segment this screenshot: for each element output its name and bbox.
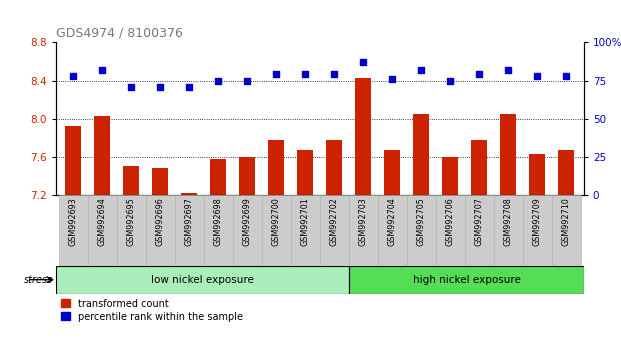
Text: GSM992703: GSM992703 [359,197,368,246]
Bar [291,195,320,266]
Bar [558,150,574,195]
Point [97,67,107,73]
Bar [239,156,255,195]
Bar [65,126,81,195]
Point [388,76,397,82]
Point [445,78,455,84]
Bar [117,195,145,266]
Bar [124,166,139,195]
Bar [552,195,581,266]
Text: GSM992704: GSM992704 [388,197,397,246]
Point [68,73,78,79]
Bar [378,195,407,266]
Bar [407,195,435,266]
Bar [327,141,342,195]
Legend: transformed count, percentile rank within the sample: transformed count, percentile rank withi… [61,299,243,321]
Point [561,73,571,79]
Bar [56,266,349,294]
Bar [94,116,111,195]
Point [242,78,252,84]
Point [271,72,281,77]
Point [532,73,542,79]
Text: low nickel exposure: low nickel exposure [151,275,254,285]
Bar [211,160,226,195]
Bar [204,195,232,266]
Bar [436,195,465,266]
Bar [494,195,522,266]
Text: GSM992701: GSM992701 [301,197,310,246]
Bar [384,150,401,195]
Bar [297,150,313,195]
Bar [349,266,584,294]
Point [358,59,368,65]
Text: high nickel exposure: high nickel exposure [412,275,520,285]
Bar [501,114,516,195]
Bar [442,156,458,195]
Bar [88,195,117,266]
Text: GSM992700: GSM992700 [272,197,281,246]
Text: GSM992708: GSM992708 [504,197,513,246]
Point [504,67,514,73]
Text: GSM992693: GSM992693 [69,197,78,246]
Text: GSM992697: GSM992697 [185,197,194,246]
Text: GSM992707: GSM992707 [475,197,484,246]
Text: GSM992695: GSM992695 [127,197,136,246]
Bar [320,195,348,266]
Bar [523,195,551,266]
Bar [262,195,291,266]
Text: GSM992702: GSM992702 [330,197,339,246]
Bar [529,154,545,195]
Bar [175,195,204,266]
Point [301,72,310,77]
Point [474,72,484,77]
Point [416,67,426,73]
Bar [146,195,175,266]
Point [214,78,224,84]
Text: GSM992706: GSM992706 [446,197,455,246]
Text: GSM992698: GSM992698 [214,197,223,246]
Bar [349,195,378,266]
Point [126,84,136,90]
Bar [268,141,284,195]
Bar [181,193,197,195]
Point [155,84,165,90]
Text: GSM992710: GSM992710 [562,197,571,246]
Bar [465,195,494,266]
Text: stress: stress [24,275,53,285]
Text: GSM992705: GSM992705 [417,197,426,246]
Text: GSM992709: GSM992709 [533,197,542,246]
Bar [233,195,261,266]
Bar [59,195,88,266]
Text: GSM992694: GSM992694 [97,197,107,246]
Point [329,72,339,77]
Bar [414,114,429,195]
Point [184,84,194,90]
Bar [355,78,371,195]
Text: GDS4974 / 8100376: GDS4974 / 8100376 [56,27,183,40]
Bar [471,141,487,195]
Text: GSM992699: GSM992699 [243,197,252,246]
Bar [152,168,168,195]
Text: GSM992696: GSM992696 [156,197,165,246]
